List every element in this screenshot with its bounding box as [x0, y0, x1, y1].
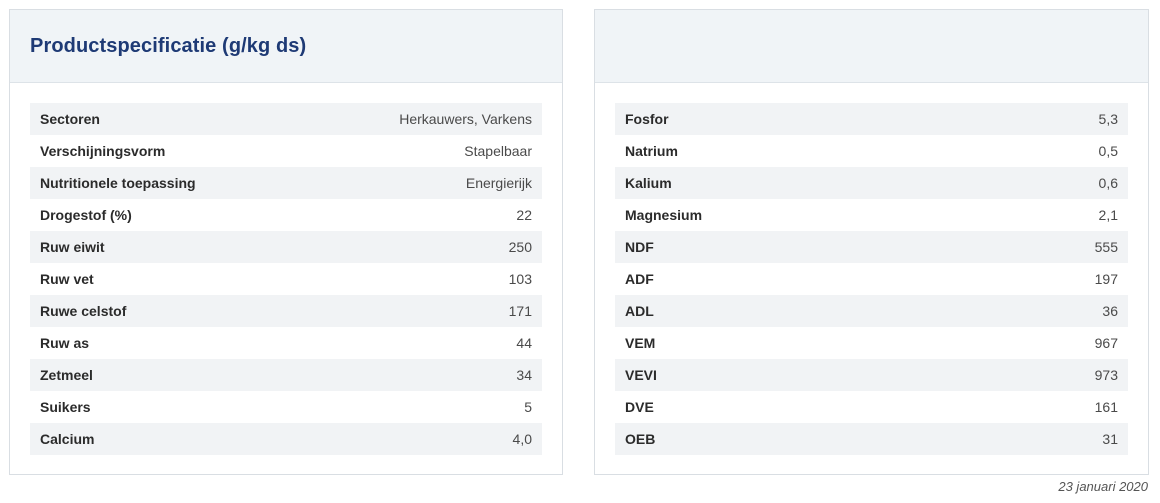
row-label: Sectoren: [40, 111, 100, 127]
spec-row-ruw-eiwit: Ruw eiwit 250: [30, 231, 542, 263]
spec-row-vem: VEM 967: [615, 327, 1128, 359]
spec-row-sectoren: Sectoren Herkauwers, Varkens: [30, 103, 542, 135]
spec-panel-right: Fosfor 5,3 Natrium 0,5 Kalium 0,6 Magnesium…: [594, 9, 1149, 475]
row-label: ADF: [625, 271, 654, 287]
row-value: 197: [1094, 271, 1118, 287]
row-value: 31: [1102, 431, 1118, 447]
spec-row-dve: DVE 161: [615, 391, 1128, 423]
spec-table-left: Sectoren Herkauwers, Varkens Verschijning…: [30, 103, 542, 455]
row-label: Natrium: [625, 143, 678, 159]
row-label: Zetmeel: [40, 367, 93, 383]
row-label: VEVI: [625, 367, 657, 383]
row-value: 555: [1094, 239, 1118, 255]
spec-row-calcium: Calcium 4,0: [30, 423, 542, 455]
row-label: Nutritionele toepassing: [40, 175, 196, 191]
spec-row-vevi: VEVI 973: [615, 359, 1128, 391]
row-value: 2,1: [1098, 207, 1118, 223]
row-value: 22: [516, 207, 532, 223]
panel-header: Productspecificatie (g/kg ds): [10, 10, 562, 83]
spec-row-magnesium: Magnesium 2,1: [615, 199, 1128, 231]
row-value: 967: [1094, 335, 1118, 351]
row-value: 36: [1102, 303, 1118, 319]
row-label: Fosfor: [625, 111, 669, 127]
spec-row-fosfor: Fosfor 5,3: [615, 103, 1128, 135]
spec-panel-left: Productspecificatie (g/kg ds) Sectoren He…: [9, 9, 563, 475]
row-value: Stapelbaar: [464, 143, 532, 159]
row-label: Drogestof (%): [40, 207, 132, 223]
row-label: ADL: [625, 303, 654, 319]
row-value: 250: [508, 239, 532, 255]
row-label: DVE: [625, 399, 654, 415]
row-value: 5,3: [1098, 111, 1118, 127]
spec-row-oeb: OEB 31: [615, 423, 1128, 455]
panel-header: [595, 10, 1148, 83]
row-value: 0,6: [1098, 175, 1118, 191]
spec-row-ruw-vet: Ruw vet 103: [30, 263, 542, 295]
row-value: 0,5: [1098, 143, 1118, 159]
row-label: Verschijningsvorm: [40, 143, 166, 159]
row-label: VEM: [625, 335, 656, 351]
row-label: Kalium: [625, 175, 672, 191]
row-value: 973: [1094, 367, 1118, 383]
row-value: Energierijk: [465, 175, 532, 191]
row-value: 34: [516, 367, 532, 383]
row-label: Ruw vet: [40, 271, 94, 287]
spec-row-adl: ADL 36: [615, 295, 1128, 327]
spec-row-ruw-as: Ruw as 44: [30, 327, 542, 359]
row-label: Suikers: [40, 399, 91, 415]
row-label: Calcium: [40, 431, 95, 447]
row-value: 103: [508, 271, 532, 287]
row-label: Ruw as: [40, 335, 90, 351]
row-value: 171: [508, 303, 532, 319]
row-value: 44: [516, 335, 532, 351]
spec-row-drogestof: Drogestof (%) 22: [30, 199, 542, 231]
row-label: OEB: [625, 431, 656, 447]
row-value: Herkauwers, Varkens: [399, 111, 532, 127]
spec-row-zetmeel: Zetmeel 34: [30, 359, 542, 391]
row-label: Ruw eiwit: [40, 239, 105, 255]
row-value: 5: [524, 399, 532, 415]
row-label: Ruwe celstof: [40, 303, 127, 319]
spec-row-ruwe-celstof: Ruwe celstof 171: [30, 295, 542, 327]
spec-row-ndf: NDF 555: [615, 231, 1128, 263]
panel-title: Productspecificatie (g/kg ds): [30, 34, 307, 57]
row-label: NDF: [625, 239, 654, 255]
spec-row-verschijningsvorm: Verschijningsvorm Stapelbaar: [30, 135, 542, 167]
spec-row-adf: ADF 197: [615, 263, 1128, 295]
row-value: 161: [1094, 399, 1118, 415]
spec-table-right: Fosfor 5,3 Natrium 0,5 Kalium 0,6 Magnesium…: [615, 103, 1128, 455]
publication-date: 23 januari 2020: [1058, 479, 1148, 494]
spec-row-nutritionele-toepassing: Nutritionele toepassing Energierijk: [30, 167, 542, 199]
row-value: 4,0: [512, 431, 532, 447]
spec-row-kalium: Kalium 0,6: [615, 167, 1128, 199]
row-label: Magnesium: [625, 207, 703, 223]
spec-row-natrium: Natrium 0,5: [615, 135, 1128, 167]
spec-row-suikers: Suikers 5: [30, 391, 542, 423]
